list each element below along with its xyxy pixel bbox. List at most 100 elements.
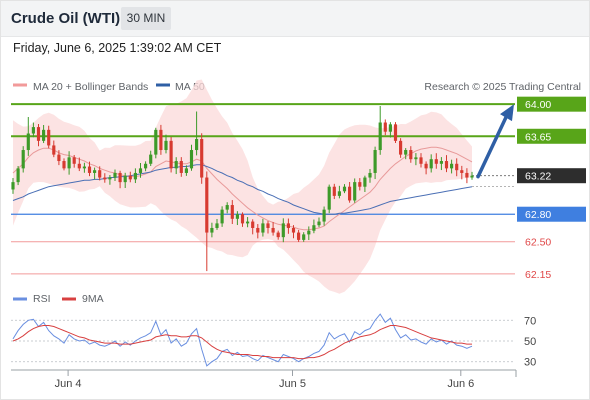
level-label: 62.50 — [525, 237, 551, 249]
candle — [200, 133, 204, 184]
candle-body — [230, 205, 234, 219]
candle — [261, 218, 265, 237]
candle — [388, 122, 392, 138]
candle — [424, 161, 428, 175]
candle — [271, 222, 275, 236]
candle-body — [327, 186, 331, 210]
candle-body — [195, 139, 199, 151]
candle-body — [67, 157, 71, 169]
ma20-legend-label: MA 20 + Bollinger Bands — [33, 81, 148, 93]
rsi-ma-legend-swatch — [62, 297, 76, 301]
level-label: 62.80 — [525, 209, 551, 221]
level-label-box — [517, 206, 586, 222]
candle-body — [77, 163, 81, 169]
candle-body — [271, 227, 275, 233]
candle-body — [82, 166, 86, 169]
candle-body — [353, 182, 357, 201]
candle-body — [169, 140, 173, 169]
candle — [235, 211, 239, 226]
candle-body — [450, 163, 454, 169]
candle — [246, 217, 250, 228]
candle — [450, 159, 454, 174]
candle — [98, 166, 102, 181]
projection-arrow-head — [500, 104, 514, 122]
candle — [373, 146, 377, 180]
candle-body — [225, 205, 229, 210]
candle-body — [414, 157, 418, 160]
candle-body — [337, 191, 341, 196]
candle-body — [363, 177, 367, 187]
candle — [118, 170, 122, 189]
candle — [103, 173, 107, 183]
candle — [11, 178, 15, 194]
candle-body — [388, 124, 392, 132]
candle — [174, 157, 178, 175]
candle-body — [72, 157, 76, 164]
candle-body — [200, 139, 204, 178]
candle — [42, 125, 46, 144]
candle-body — [429, 159, 433, 169]
candle — [256, 224, 260, 239]
candle-body — [118, 172, 122, 183]
candle — [184, 165, 188, 176]
candle — [113, 169, 117, 181]
source-credit: Research © 2025 Trading Central — [424, 81, 581, 93]
candle — [72, 154, 76, 168]
candle-body — [189, 150, 194, 169]
candle-body — [210, 227, 214, 233]
candle-body — [149, 154, 153, 164]
rsi-tick-label: 30 — [524, 357, 536, 369]
candle-body — [286, 223, 290, 228]
candle-body — [215, 223, 219, 228]
candle — [31, 122, 35, 138]
candle-body — [26, 133, 30, 151]
candle — [368, 169, 372, 183]
bollinger-band-area — [13, 79, 472, 294]
candle-body — [128, 175, 132, 180]
candle — [276, 230, 280, 240]
candle-body — [235, 214, 239, 219]
candle-body — [31, 127, 35, 134]
candle-body — [184, 168, 188, 173]
x-axis: Jun 4 Jun 5 Jun 6 — [55, 370, 474, 390]
candle — [307, 226, 311, 241]
rsi-ma-legend-label: 9MA — [82, 293, 104, 305]
candle — [189, 144, 194, 171]
candle — [57, 150, 61, 166]
timeframe-button[interactable]: 30 MIN — [121, 7, 171, 30]
candle — [52, 140, 56, 158]
candle — [419, 153, 423, 168]
candle-body — [108, 177, 112, 180]
candle — [215, 219, 219, 230]
candle-body — [266, 223, 270, 228]
candle — [302, 232, 306, 242]
candle — [348, 182, 352, 203]
candle-body — [470, 175, 474, 178]
x-tick-label: Jun 6 — [447, 378, 474, 390]
candle — [230, 200, 234, 225]
candle — [404, 148, 408, 160]
candle — [286, 218, 290, 234]
level-label: 63.65 — [525, 131, 551, 143]
rsi-legend-label: RSI — [33, 293, 51, 305]
candle-body — [251, 221, 255, 228]
candle — [281, 218, 285, 243]
candle-body — [42, 129, 46, 141]
candle-body — [103, 177, 107, 180]
candle — [210, 222, 214, 238]
candle-body — [317, 221, 321, 226]
candle-body — [159, 129, 163, 151]
candle-body — [460, 170, 464, 173]
candle — [291, 225, 296, 239]
candle — [164, 134, 168, 154]
rsi-legend-swatch — [13, 297, 27, 301]
candle — [21, 146, 25, 173]
candle-body — [98, 170, 102, 178]
candle — [327, 184, 331, 214]
candle — [179, 157, 183, 177]
candle-body — [246, 221, 250, 224]
candle-body — [256, 227, 260, 233]
candle — [93, 167, 97, 180]
candle-body — [297, 232, 301, 240]
